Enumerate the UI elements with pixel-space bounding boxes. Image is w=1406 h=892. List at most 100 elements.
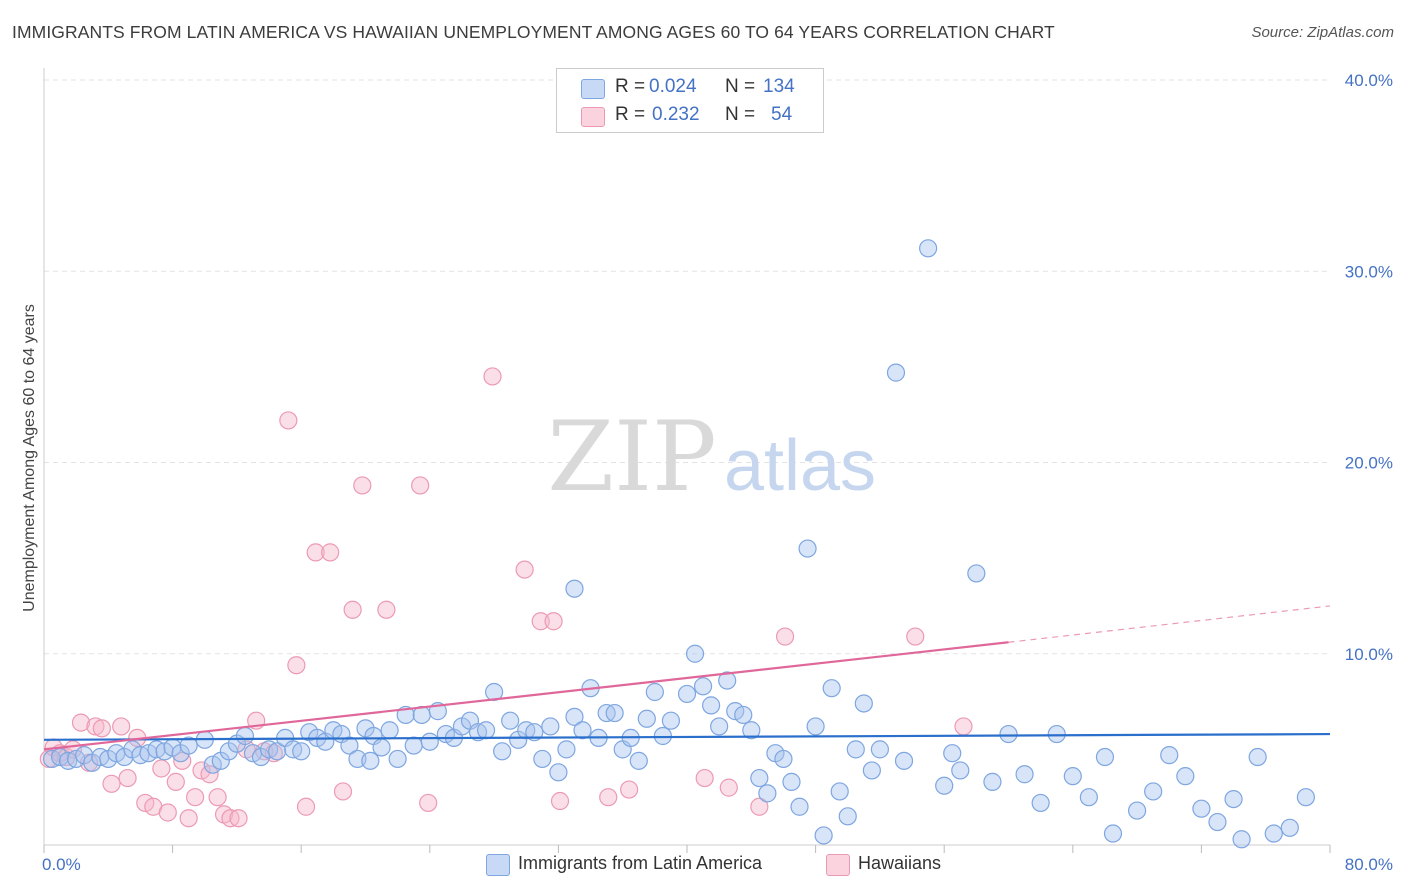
latin-america-point xyxy=(685,644,705,663)
latin-america-point xyxy=(1192,799,1211,818)
latin-america-point xyxy=(822,679,841,698)
latin-america-point xyxy=(637,709,656,728)
legend-n-value: 134 xyxy=(763,76,795,97)
hawaiians-point xyxy=(179,809,198,828)
hawaiians-point xyxy=(166,772,185,791)
latin-america-point xyxy=(493,742,512,761)
latin-america-point xyxy=(919,239,938,258)
legend-r-value: 0.024 xyxy=(649,76,697,97)
hawaiians-point xyxy=(719,778,738,797)
latin-america-point xyxy=(854,694,873,713)
latin-america-point xyxy=(693,677,713,696)
hawaiians-point xyxy=(483,367,502,386)
latin-america-point xyxy=(1127,801,1147,820)
hawaiians-point xyxy=(321,543,340,562)
latin-america-point xyxy=(677,684,697,704)
hawaiians-point xyxy=(229,809,248,828)
latin-america-point xyxy=(1031,793,1050,813)
latin-america-point xyxy=(814,826,833,845)
bottom-legend-label: Immigrants from Latin America xyxy=(518,853,763,873)
latin-america-point xyxy=(894,751,914,770)
hawaiians-point xyxy=(200,765,219,784)
x-tick-labels: 0.0% 80.0% xyxy=(42,855,1393,874)
latin-america-point xyxy=(1232,830,1251,849)
latin-america-trendline xyxy=(43,732,1331,741)
latin-america-point xyxy=(565,579,584,598)
latin-america-point xyxy=(838,807,857,826)
latin-america-point xyxy=(710,717,729,736)
hawaiians-point xyxy=(353,476,372,495)
latin-america-point xyxy=(645,682,664,702)
latin-america-point xyxy=(774,749,793,769)
hawaiians-point xyxy=(92,719,111,738)
latin-america-point xyxy=(533,749,552,769)
hawaiians-point xyxy=(173,751,192,770)
hawaiians-point xyxy=(411,476,430,495)
hawaiians-point xyxy=(279,411,298,430)
latin-america-point xyxy=(1144,782,1163,801)
latin-america-point xyxy=(1248,747,1267,767)
gridlines xyxy=(44,79,1330,655)
y-tick-label: 10.0% xyxy=(1345,645,1393,664)
latin-america-point xyxy=(1264,824,1283,843)
latin-america-point xyxy=(549,763,568,782)
y-tick-labels: 10.0% 20.0% 30.0% 40.0% xyxy=(1345,71,1393,664)
latin-america-point xyxy=(870,740,890,759)
latin-america-points xyxy=(42,239,1315,849)
watermark-zip: ZIP xyxy=(547,401,716,513)
hawaiians-point xyxy=(152,759,171,778)
latin-america-point xyxy=(782,772,801,791)
latin-america-point xyxy=(501,711,520,730)
legend-swatch-blue xyxy=(581,79,605,99)
latin-america-point xyxy=(661,711,681,730)
latin-america-point xyxy=(702,696,721,715)
latin-america-point xyxy=(718,671,737,690)
latin-america-point xyxy=(267,742,287,761)
latin-america-point xyxy=(1047,724,1066,744)
hawaiians-point xyxy=(306,543,325,562)
latin-america-point xyxy=(983,772,1002,791)
legend-n-label: N = xyxy=(725,76,756,97)
latin-america-point xyxy=(1063,767,1082,786)
latin-america-point xyxy=(935,776,954,795)
hawaiians-point xyxy=(71,713,91,732)
hawaiians-point xyxy=(186,788,205,807)
bottom-legend-swatch-blue xyxy=(486,854,510,876)
latin-america-point xyxy=(179,736,198,755)
hawaiians-point xyxy=(419,793,438,813)
legend-row-hawaiians: R = 0.232 N = 54 xyxy=(557,101,823,129)
correlation-legend: R = 0.024 N = 134 R = 0.232 N = 54 xyxy=(556,68,824,133)
latin-america-point xyxy=(235,726,255,746)
latin-america-point xyxy=(292,742,311,761)
legend-r-label: R = xyxy=(615,76,646,97)
latin-america-point xyxy=(340,736,359,755)
latin-america-point xyxy=(742,721,761,740)
legend-r-value: 0.232 xyxy=(652,104,700,125)
legend-swatch-pink xyxy=(581,107,605,127)
hawaiians-point xyxy=(158,803,177,822)
bottom-legend-label: Hawaiians xyxy=(858,853,942,873)
latin-america-point xyxy=(541,717,560,736)
latin-america-point xyxy=(1208,812,1227,832)
x-tick-label: 0.0% xyxy=(42,855,81,874)
hawaiians-point xyxy=(531,612,550,631)
latin-america-point xyxy=(1160,746,1179,765)
legend-n-label: N = xyxy=(725,104,756,125)
axes xyxy=(43,68,1331,853)
latin-america-point xyxy=(404,736,423,755)
hawaiians-trendline xyxy=(43,641,1009,751)
hawaiians-point xyxy=(550,791,570,811)
latin-america-point xyxy=(1103,824,1123,843)
latin-america-point xyxy=(557,740,576,759)
latin-america-point xyxy=(999,724,1018,744)
bottom-legend-swatch-pink xyxy=(826,854,850,876)
latin-america-point xyxy=(862,761,881,780)
hawaiians-point xyxy=(333,782,353,801)
hawaiians-point xyxy=(86,717,105,736)
hawaiians-point xyxy=(515,560,534,579)
latin-america-point xyxy=(476,721,496,740)
latin-america-point xyxy=(758,784,777,803)
watermark: ZIP atlas xyxy=(547,401,876,513)
y-tick-label: 20.0% xyxy=(1345,454,1393,473)
latin-america-point xyxy=(372,738,391,757)
